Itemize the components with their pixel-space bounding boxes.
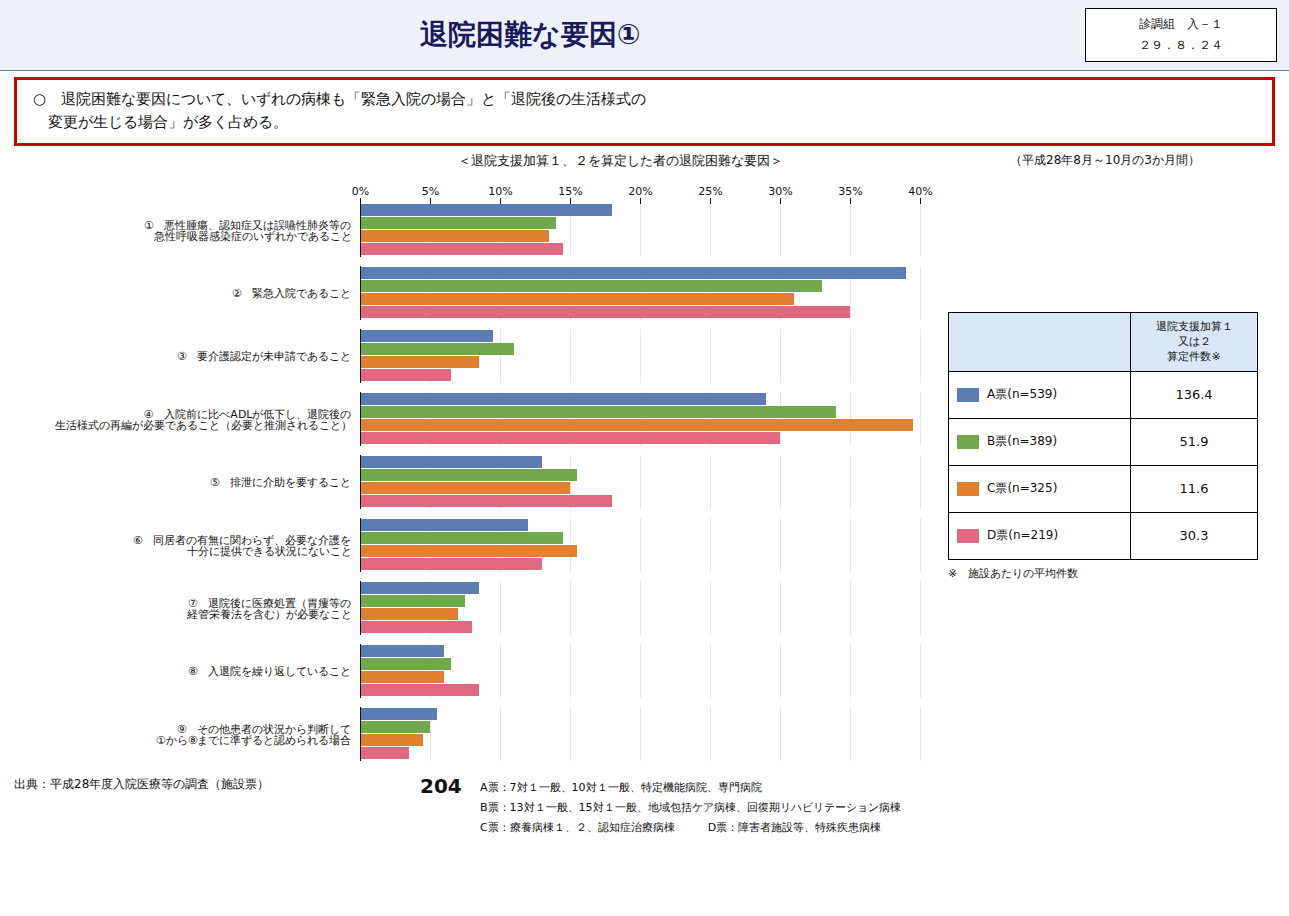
html-text:A票(n=539): A票(n=539) xyxy=(987,387,1058,402)
html-text:※ 施設あたりの平均件数: ※ 施設あたりの平均件数 xyxy=(948,566,1079,580)
html-text:診調組 入－１: 診調組 入－１ xyxy=(1139,17,1223,31)
html-text:11.6: 11.6 xyxy=(1179,481,1209,497)
html-text:B票(n=389): B票(n=389) xyxy=(987,434,1058,449)
svg-text:② 緊急入院であること: ② 緊急入院であること xyxy=(232,287,352,300)
svg-text:⑦ 退院後に医療処置（胃瘻等の 経管栄養法を含む）が必要なこ: ⑦ 退院後に医療処置（胃瘻等の 経管栄養法を含む）が必要なこと xyxy=(176,596,352,620)
svg-text:15%: 15% xyxy=(558,184,582,197)
html-text:204: 204 xyxy=(420,773,462,798)
svg-text:① 悪性腫瘍、認知症又は誤嚥性肺炎等の 急性呼吸器感染症のい: ① 悪性腫瘍、認知症又は誤嚥性肺炎等の 急性呼吸器感染症のいずれかであること xyxy=(143,218,352,242)
svg-text:40%: 40% xyxy=(908,184,932,197)
svg-text:0%: 0% xyxy=(352,184,369,197)
html-text:C票：療養病棟１、２、認知症治療病棟 D票：障害者施設等、特: C票：療養病棟１、２、認知症治療病棟 D票：障害者施設等、特殊疾患病棟 xyxy=(480,820,882,834)
svg-text:⑨ その他患者の状況から判断して①から⑧までに準ずると認めら: ⑨ その他患者の状況から判断して①から⑧までに準ずると認められる場合 xyxy=(156,722,352,746)
svg-text:③ 要介護認定が未申請であること: ③ 要介護認定が未申請であること xyxy=(177,350,352,363)
svg-text:10%: 10% xyxy=(488,184,512,197)
svg-text:⑤ 排泄に介助を要すること: ⑤ 排泄に介助を要すること xyxy=(210,476,352,489)
html-text:B票：13対１一般、15対１一般、地域包括ケア病棟、回復期リ: B票：13対１一般、15対１一般、地域包括ケア病棟、回復期リハビリテーション病棟 xyxy=(480,800,901,814)
svg-text:5%: 5% xyxy=(422,184,439,197)
html-text:30.3: 30.3 xyxy=(1179,528,1209,544)
svg-text:25%: 25% xyxy=(698,184,722,197)
svg-text:④ 入院前に比べADLが低下し、退院後の生活様式の再編が必要: ④ 入院前に比べADLが低下し、退院後の生活様式の再編が必要であること（必要と推… xyxy=(55,407,352,431)
html-text:退院困難な要因①: 退院困難な要因① xyxy=(419,18,641,51)
html-text:C票(n=325): C票(n=325) xyxy=(987,481,1058,496)
html-text:退院支援加算１ 又は２ 算定件数※: 退院支援加算１ 又は２ 算定件数※ xyxy=(1155,319,1233,364)
svg-text:⑧ 入退院を繰り返していること: ⑧ 入退院を繰り返していること xyxy=(188,665,352,678)
html-text:（平成28年8月～10月の3か月間）: （平成28年8月～10月の3か月間） xyxy=(1010,152,1200,167)
html-text:２９．８．２４: ２９．８．２４ xyxy=(1139,38,1223,52)
html-text:出典：平成28年度入院医療等の調査（施設票）: 出典：平成28年度入院医療等の調査（施設票） xyxy=(14,776,270,791)
svg-text:30%: 30% xyxy=(768,184,792,197)
svg-text:35%: 35% xyxy=(838,184,862,197)
html-text:A票：7対１一般、10対１一般、特定機能病院、専門病院: A票：7対１一般、10対１一般、特定機能病院、専門病院 xyxy=(480,780,762,794)
html-text:136.4: 136.4 xyxy=(1175,387,1213,403)
svg-text:20%: 20% xyxy=(628,184,652,197)
svg-text:⑥ 同居者の有無に関わらず、必要な介護を 十分に提供できる状: ⑥ 同居者の有無に関わらず、必要な介護を 十分に提供できる状況にないこと xyxy=(133,533,352,557)
html-text:51.9: 51.9 xyxy=(1179,434,1209,450)
html-text:D票(n=219): D票(n=219) xyxy=(987,528,1059,543)
html-text:○ 退院困難な要因について、いずれの病棟も「緊急入院の場合」: ○ 退院困難な要因について、いずれの病棟も「緊急入院の場合」と「退院後の生活様式… xyxy=(33,90,647,132)
html-text:＜退院支援加算１、２を算定した者の退院困難な要因＞: ＜退院支援加算１、２を算定した者の退院困難な要因＞ xyxy=(457,152,783,168)
